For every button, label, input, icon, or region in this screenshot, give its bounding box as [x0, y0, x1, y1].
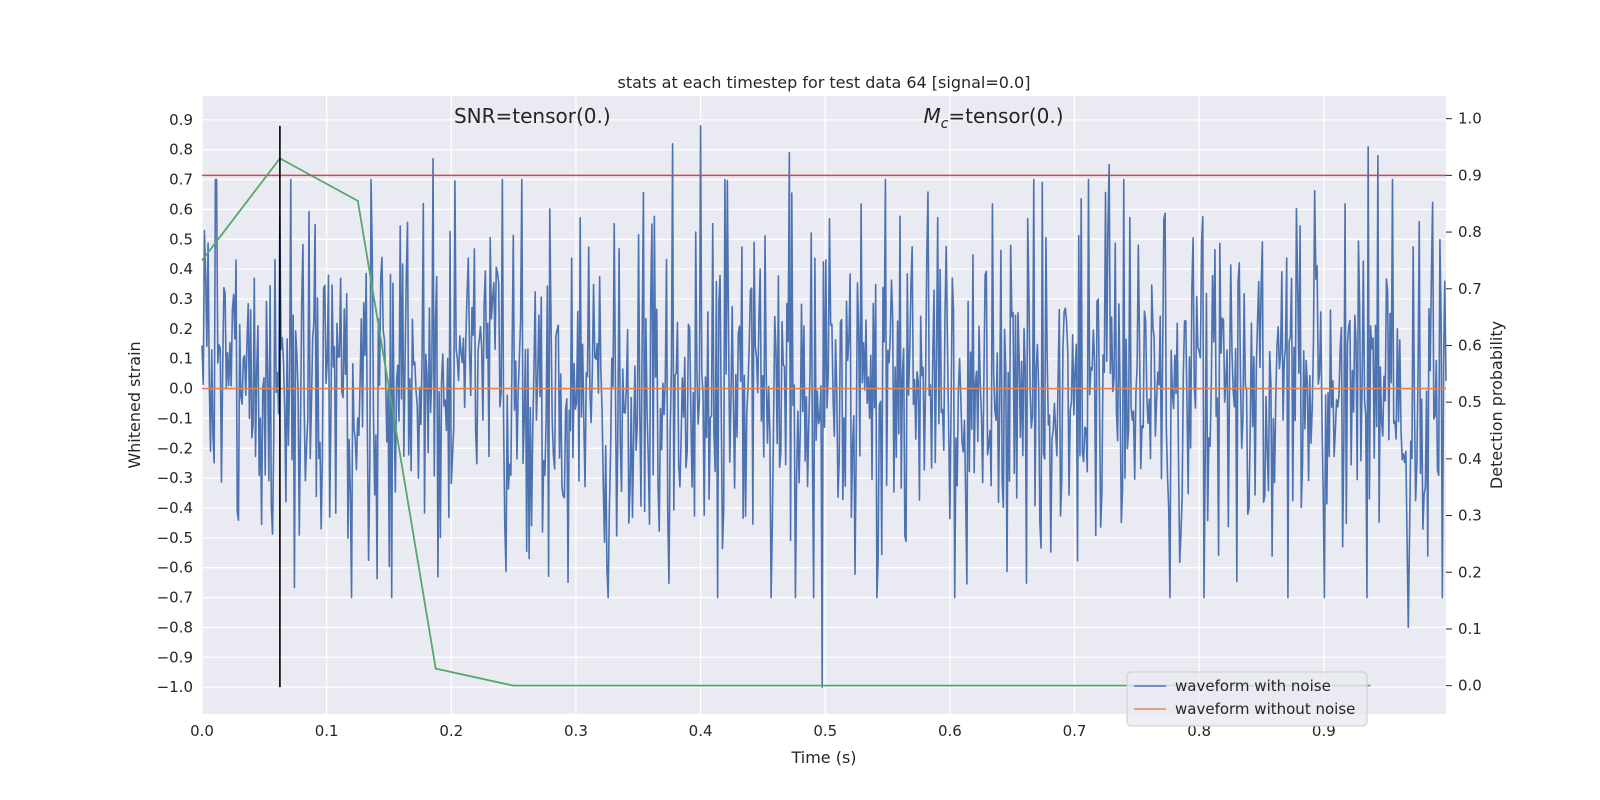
y2-tick-label: 0.9 — [1458, 166, 1482, 184]
y2-tick-label: 0.4 — [1458, 450, 1482, 468]
y-tick-label: 0.0 — [169, 380, 193, 398]
y-axis-label: Whitened strain — [125, 341, 144, 468]
y-tick-label: −0.9 — [157, 648, 193, 666]
x-tick-label: 0.3 — [564, 722, 588, 740]
y-tick-label: −0.4 — [157, 499, 193, 517]
y-tick-label: −0.1 — [157, 409, 193, 427]
y2-tick-label: 0.7 — [1458, 280, 1482, 298]
x-tick-label: 0.7 — [1063, 722, 1087, 740]
x-tick-label: 0.5 — [813, 722, 837, 740]
mc-value: =tensor(0.) — [948, 104, 1063, 128]
y-tick-label: 0.5 — [169, 230, 193, 248]
x-tick-label: 0.2 — [439, 722, 463, 740]
x-tick-label: 0.1 — [315, 722, 339, 740]
y-tick-label: 0.1 — [169, 350, 193, 368]
y-tick-label: −0.5 — [157, 529, 193, 547]
mc-symbol: M — [923, 104, 940, 128]
y-tick-label: 0.6 — [169, 200, 193, 218]
series-waveform-with-noise — [201, 125, 1447, 688]
legend: waveform with noise waveform without noi… — [1126, 671, 1368, 727]
chart-title: stats at each timestep for test data 64 … — [618, 73, 1031, 92]
y2-tick-label: 0.5 — [1458, 393, 1482, 411]
y-tick-label: 0.7 — [169, 171, 193, 189]
y2-tick-label: 0.1 — [1458, 620, 1482, 638]
mc-annotation: Mc=tensor(0.) — [923, 104, 1063, 132]
y2-axis-label: Detection probability — [1487, 321, 1506, 489]
y2-tick-label: 0.6 — [1458, 336, 1482, 354]
y2-tick-labels: 1.0 0.9 0.8 0.7 0.6 0.5 0.4 0.3 0.2 0.1 0.0 — [1446, 110, 1482, 695]
x-tick-label: 0.4 — [689, 722, 713, 740]
y-tick-label: 0.8 — [169, 141, 193, 159]
y-tick-label: −1.0 — [157, 678, 193, 696]
y-tick-label: −0.2 — [157, 439, 193, 457]
snr-annotation: SNR=tensor(0.) — [454, 104, 611, 128]
y-tick-label: 0.4 — [169, 260, 193, 278]
y-tick-label: −0.8 — [157, 618, 193, 636]
y-tick-label: −0.3 — [157, 469, 193, 487]
legend-label-noise: waveform with noise — [1175, 677, 1331, 695]
y2-tick-label: 0.8 — [1458, 223, 1482, 241]
y-tick-label: 0.3 — [169, 290, 193, 308]
y2-tick-label: 0.2 — [1458, 563, 1482, 581]
x-axis-label: Time (s) — [790, 748, 856, 767]
mc-subscript: c — [941, 116, 949, 132]
legend-label-clean: waveform without noise — [1175, 700, 1355, 718]
y-tick-label: 0.2 — [169, 320, 193, 338]
legend-box — [1126, 671, 1368, 727]
y-tick-label: −0.7 — [157, 589, 193, 607]
y-tick-label: 0.9 — [169, 111, 193, 129]
y2-tick-label: 0.0 — [1458, 677, 1482, 695]
x-tick-label: 0.6 — [938, 722, 962, 740]
x-tick-labels: 0.0 0.1 0.2 0.3 0.4 0.5 0.6 0.7 0.8 0.9 — [190, 722, 1336, 740]
y-tick-label: −0.6 — [157, 559, 193, 577]
y2-tick-label: 0.3 — [1458, 507, 1482, 525]
y-tick-labels: 0.9 0.8 0.7 0.6 0.5 0.4 0.3 0.2 0.1 0.0 −0.1 −0.2 −0… — [157, 111, 193, 696]
x-tick-label: 0.0 — [190, 722, 214, 740]
y2-tick-label: 1.0 — [1458, 110, 1482, 128]
